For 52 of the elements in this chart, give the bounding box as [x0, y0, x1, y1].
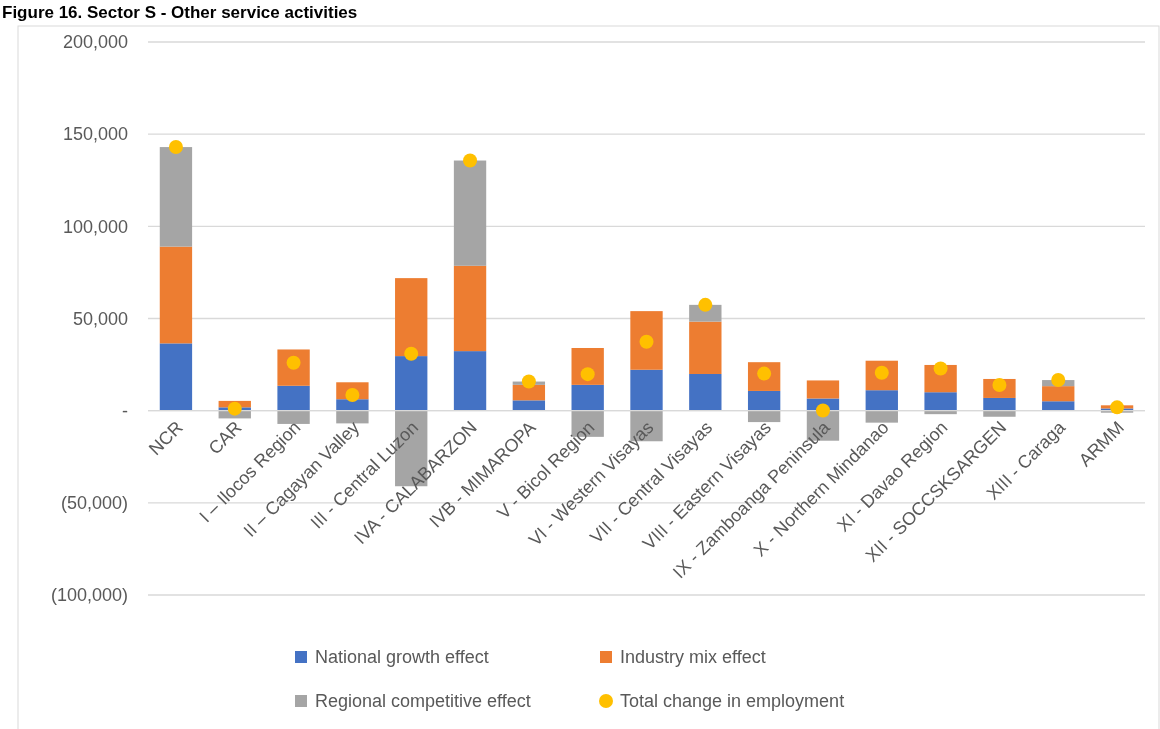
bar: [747, 410, 781, 423]
y-tick-label: (50,000): [60, 493, 128, 514]
legend-label: National growth effect: [315, 647, 489, 668]
point: [404, 346, 419, 361]
bar: [983, 397, 1016, 411]
bar: [277, 410, 310, 424]
bar: [689, 321, 722, 374]
legend-label: Regional competitive effect: [315, 691, 531, 712]
point: [168, 140, 183, 155]
y-tick-label: 200,000: [62, 32, 128, 53]
point: [698, 297, 713, 312]
point: [580, 367, 595, 382]
bar: [630, 369, 663, 411]
point: [1110, 400, 1125, 415]
bar: [512, 384, 546, 401]
y-tick-label: (100,000): [50, 585, 128, 606]
point: [933, 361, 948, 376]
legend-label: Industry mix effect: [620, 647, 766, 668]
point: [227, 401, 242, 416]
bar: [806, 380, 840, 399]
bar: [512, 400, 546, 411]
point: [1051, 373, 1066, 388]
y-tick-label: 50,000: [72, 308, 128, 329]
bar: [571, 384, 604, 411]
bar: [336, 399, 369, 411]
point: [521, 374, 536, 389]
bar: [630, 311, 663, 370]
bar: [747, 390, 781, 411]
bar: [689, 373, 722, 411]
bar: [1042, 386, 1075, 402]
bar: [395, 356, 428, 411]
bar: [983, 410, 1016, 417]
bar: [395, 278, 428, 357]
bar: [159, 246, 193, 344]
bar: [453, 351, 487, 411]
y-tick-label: -: [122, 400, 128, 421]
point: [815, 403, 830, 418]
bar: [336, 410, 369, 424]
bar: [159, 147, 193, 247]
bar: [1042, 401, 1075, 411]
point: [463, 153, 478, 168]
bar: [159, 343, 193, 411]
bar: [277, 385, 310, 411]
y-tick-label: 150,000: [62, 124, 128, 145]
bar: [865, 390, 898, 411]
bar: [453, 160, 487, 266]
legend-label: Total change in employment: [620, 691, 845, 712]
bar: [453, 265, 487, 352]
chart-title: Figure 16. Sector S - Other service activities: [2, 3, 358, 22]
bar: [924, 392, 957, 411]
y-tick-label: 100,000: [62, 216, 128, 237]
bar: [865, 410, 898, 423]
